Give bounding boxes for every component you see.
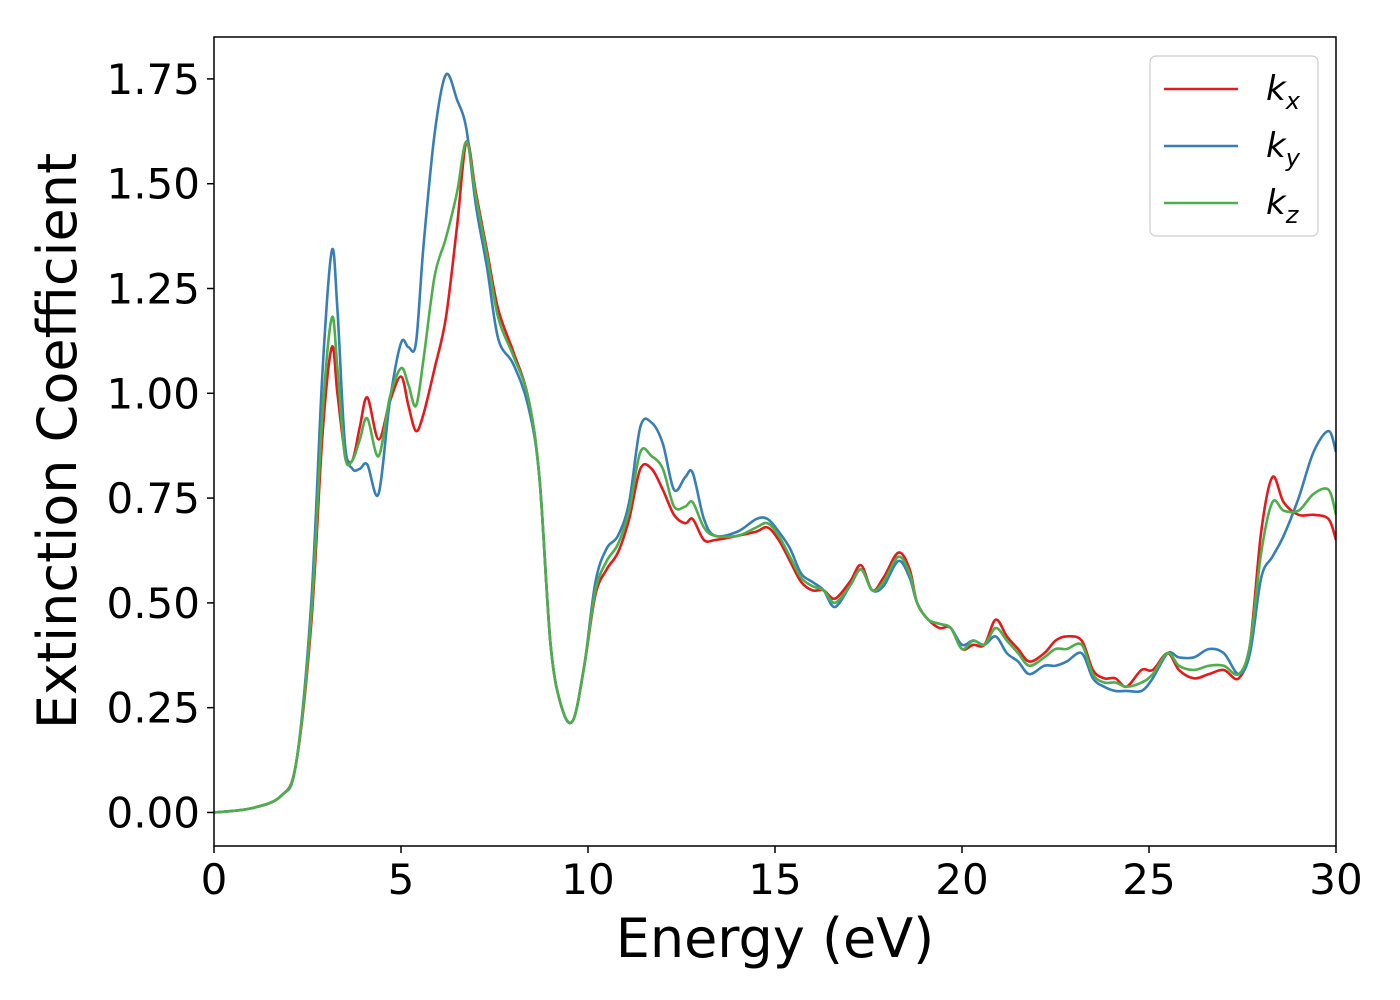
legend-label-main: k	[1266, 183, 1287, 223]
legend-label: ky	[1266, 126, 1301, 172]
series-line-kx	[214, 140, 1336, 814]
legend-label-subscript: y	[1285, 144, 1301, 172]
x-tick-label: 15	[748, 855, 801, 904]
y-tick-label: 1.50	[106, 160, 200, 209]
series-line-ky	[214, 72, 1336, 814]
y-tick-label: 0.50	[106, 579, 200, 628]
y-tick-label: 1.25	[106, 265, 200, 314]
y-tick-label: 0.00	[106, 788, 200, 837]
legend-label-subscript: x	[1285, 87, 1301, 115]
y-tick-label: 1.75	[106, 55, 200, 104]
x-tick-label: 10	[561, 855, 614, 904]
y-tick-label: 1.00	[106, 369, 200, 418]
x-axis-ticks: 0 5 10 15 20 25 30	[201, 846, 1363, 904]
x-tick-label: 20	[935, 855, 988, 904]
x-axis-label: Energy (eV)	[616, 907, 935, 970]
y-axis-ticks: 0.00 0.25 0.50 0.75 1.00 1.25 1.50 1.75	[106, 55, 214, 837]
x-tick-label: 30	[1309, 855, 1362, 904]
y-tick-label: 0.25	[106, 684, 200, 733]
legend-label-main: k	[1266, 126, 1287, 166]
y-tick-label: 0.75	[106, 474, 200, 523]
series-line-kz	[214, 140, 1336, 814]
legend-label-subscript: z	[1285, 201, 1300, 229]
x-tick-label: 5	[388, 855, 415, 904]
x-tick-label: 0	[201, 855, 228, 904]
x-tick-label: 25	[1122, 855, 1175, 904]
legend-label: kz	[1266, 183, 1300, 229]
legend-label-main: k	[1266, 69, 1287, 109]
plot-lines	[214, 72, 1336, 814]
y-axis-label: Extinction Coefficient	[26, 153, 89, 729]
legend-label: kx	[1266, 69, 1301, 115]
